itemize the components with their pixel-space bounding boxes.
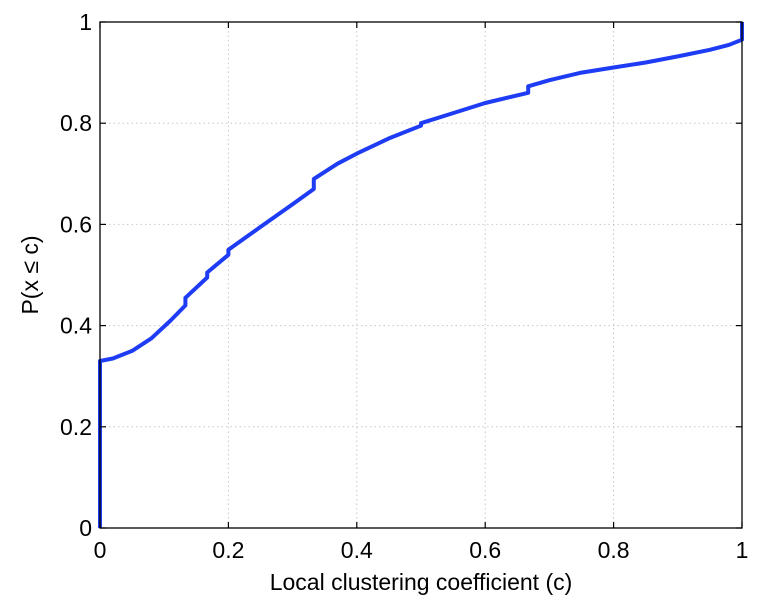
grid-layer bbox=[100, 22, 742, 528]
x-tick-label: 1 bbox=[736, 537, 749, 563]
x-axis-label: Local clustering coefficient (c) bbox=[270, 569, 573, 595]
y-tick-label: 0.6 bbox=[60, 211, 92, 237]
y-tick-label: 1 bbox=[79, 9, 92, 35]
x-tick-label: 0 bbox=[94, 537, 107, 563]
x-tick-label: 0.6 bbox=[469, 537, 501, 563]
y-tick-label: 0 bbox=[79, 515, 92, 541]
cdf-series-line bbox=[98, 22, 744, 528]
y-tick-label: 0.4 bbox=[60, 313, 92, 339]
plot-frame bbox=[99, 21, 743, 529]
y-tick-label: 0.8 bbox=[60, 110, 92, 136]
ticks-layer: 0 0.2 0.4 0.6 0.8 1 0 0.2 0.4 0.6 0.8 1 bbox=[60, 9, 748, 563]
x-tick-label: 0.8 bbox=[598, 537, 630, 563]
series-layer bbox=[98, 22, 744, 528]
y-tick-label: 0.2 bbox=[60, 414, 92, 440]
y-axis-label: P(x ≤ c) bbox=[17, 235, 43, 314]
x-tick-label: 0.4 bbox=[341, 537, 373, 563]
x-tick-label: 0.2 bbox=[212, 537, 244, 563]
